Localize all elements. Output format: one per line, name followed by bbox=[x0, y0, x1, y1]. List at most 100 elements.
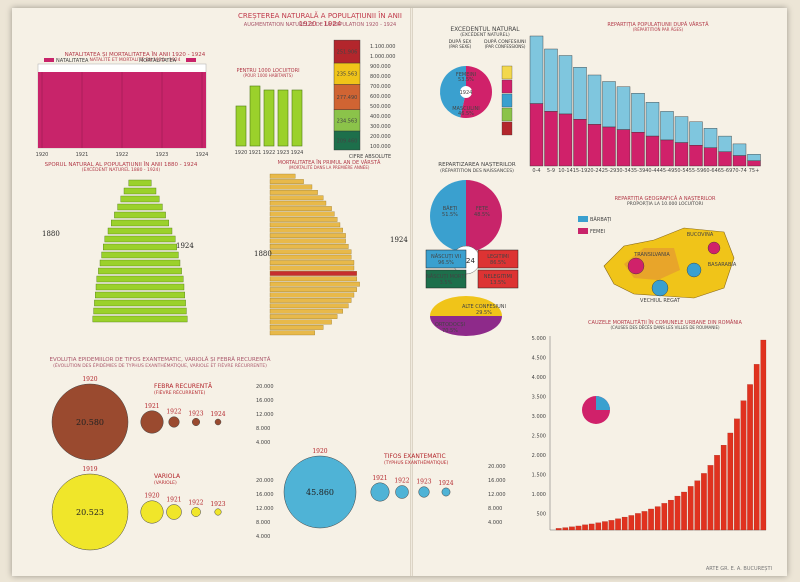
bar-varsta-top bbox=[732, 143, 747, 156]
bar-varsta-top bbox=[631, 92, 645, 133]
cifre-title: CIFRE ABSOLUTE bbox=[348, 154, 392, 160]
x-tick-label: 15-19 bbox=[573, 168, 588, 174]
bubble-year: 1920 bbox=[82, 376, 97, 383]
bubble bbox=[51, 473, 129, 551]
x-tick-label: 1922 bbox=[263, 150, 276, 156]
bar-varsta-top bbox=[747, 154, 761, 162]
bar-value-label: 235.563 bbox=[337, 72, 358, 78]
y-tick-label: 800.000 bbox=[370, 74, 391, 80]
bar-mortalitate bbox=[269, 260, 355, 265]
box-value: 3.5% bbox=[440, 280, 453, 286]
y-tick-label: 4.000 bbox=[532, 375, 546, 381]
x-tick-label: 75+ bbox=[749, 168, 760, 174]
slice-fete bbox=[466, 180, 502, 252]
bar-cauzele bbox=[615, 518, 621, 531]
bar-varsta-top bbox=[558, 55, 573, 115]
slice-baieti bbox=[430, 180, 466, 252]
x-tick-label: 1923 bbox=[277, 150, 290, 156]
bar-varsta-top bbox=[645, 102, 660, 137]
nasteri-box bbox=[425, 249, 467, 269]
y-tick-label: 600.000 bbox=[370, 94, 391, 100]
bubble-year: 1924 bbox=[438, 480, 453, 487]
bar-cauzele bbox=[727, 432, 734, 531]
bar-cauzele bbox=[562, 527, 569, 531]
bubble-year: 1923 bbox=[416, 479, 431, 486]
panel-title: FEBRA RECURENTĂ bbox=[154, 383, 213, 390]
bar-spor bbox=[95, 283, 185, 291]
excedent-subtitle: (EXCÉDENT NATUREL) bbox=[460, 33, 510, 38]
bar-varsta-bottom bbox=[732, 155, 747, 167]
y-tick-label: 2.000 bbox=[532, 453, 546, 459]
y-tick-label: 400.000 bbox=[370, 114, 391, 120]
bar-mortalitate bbox=[269, 227, 343, 233]
bar-mortalitate bbox=[269, 287, 357, 292]
y-tick-label: 1.500 bbox=[532, 473, 546, 479]
bar-varsta-top bbox=[689, 121, 703, 146]
slice-value: 46.5% bbox=[458, 111, 474, 117]
varsta-title: REPARTIȚIA POPULAȚIUNII DUPĂ VÂRSTĂ bbox=[607, 22, 709, 28]
region-label: TRANSILVANIA bbox=[633, 252, 670, 258]
bar-spor bbox=[94, 299, 186, 307]
box-label: NĂSCUȚI VII bbox=[431, 253, 461, 260]
bubble bbox=[192, 418, 200, 426]
bar-per1000 bbox=[263, 89, 275, 147]
slice-ortodocsi bbox=[430, 316, 502, 336]
bar-varsta-bottom bbox=[674, 142, 689, 167]
bar-cauzele bbox=[628, 515, 635, 531]
per1000-subtitle: (POUR 1000 HABITANTS) bbox=[243, 73, 293, 78]
bar-cauzele bbox=[575, 525, 582, 531]
geo-map: BĂRBAȚI FEMEI TRANSILVANIA VECHIUL REGAT BAS… bbox=[578, 216, 737, 304]
bar-value-label: 234.563 bbox=[337, 118, 358, 124]
mortalitate-title: MORTALITATEA ÎN PRIMUL AN DE VÂRSTĂ bbox=[277, 160, 381, 166]
panel-subtitle: (TYPHUS EXANTHÉMATIQUE) bbox=[384, 458, 449, 466]
bubble bbox=[214, 508, 222, 516]
bar-varsta-top bbox=[660, 111, 674, 141]
confession-bar bbox=[501, 93, 513, 108]
excedent-header-2: (PAR SEXE) bbox=[448, 44, 472, 49]
y-tick-label: 300.000 bbox=[370, 124, 391, 130]
bar-mortalitate bbox=[269, 179, 304, 184]
bar-spor bbox=[96, 275, 184, 283]
bar-varsta-top bbox=[616, 86, 631, 130]
y-tick-label: 20.000 bbox=[256, 478, 274, 484]
bar-cauzele bbox=[694, 480, 701, 531]
center-hole bbox=[460, 86, 472, 98]
slice-masculi bbox=[440, 66, 466, 118]
y-tick-label: 4.500 bbox=[532, 356, 546, 362]
bar-varsta-bottom bbox=[631, 131, 645, 167]
y-tick-label: 1.100.000 bbox=[370, 44, 395, 50]
x-tick-label: 70-74 bbox=[732, 168, 747, 174]
per1000-chart: 1920 1921 1922 1923 1924 bbox=[235, 85, 303, 156]
y-tick-label: 900.000 bbox=[370, 64, 391, 70]
bar-cauzele bbox=[714, 455, 720, 531]
label-ortodocsi: ORTODOCȘI bbox=[435, 322, 465, 328]
bubble bbox=[418, 486, 430, 498]
bar-spor bbox=[123, 187, 157, 195]
bar-spor bbox=[102, 243, 177, 251]
x-tick-label: 60-64 bbox=[703, 168, 718, 174]
bar-varsta-top bbox=[703, 128, 718, 149]
bar-varsta-top bbox=[718, 135, 732, 152]
bar-mortalitate bbox=[269, 173, 296, 179]
bar-per1000 bbox=[249, 85, 261, 147]
cauzele-chart: 5.000 4.500 4.000 3.500 3.000 2.500 2.000 1.500… bbox=[532, 336, 767, 531]
y-tick-label: 12.000 bbox=[256, 412, 274, 418]
bar-cauzele bbox=[569, 526, 575, 531]
label-alte: ALTE CONFESIUNI bbox=[462, 304, 506, 310]
year-label-end: 1924 bbox=[390, 236, 408, 244]
bubble bbox=[370, 482, 390, 502]
natalitate-subtitle: NATALITÉ ET MORTALITÉ EN 1920 - 1924 bbox=[89, 58, 181, 63]
region-label: BUCOVINA bbox=[687, 232, 714, 238]
bar-spor bbox=[114, 211, 166, 219]
bar-mortalitate bbox=[269, 271, 357, 276]
bar-mortalitate bbox=[269, 298, 352, 303]
bar-mortalitate bbox=[269, 211, 335, 217]
bar-cifre bbox=[333, 39, 361, 64]
y-tick-label: 20.000 bbox=[256, 384, 274, 390]
value-ortodocsi: 70.5% bbox=[442, 328, 458, 334]
y-tick-label: 20.000 bbox=[488, 464, 506, 470]
confession-bar bbox=[501, 121, 513, 136]
x-tick-label: 55-59 bbox=[689, 168, 704, 174]
x-tick-label: 1923 bbox=[156, 152, 169, 158]
